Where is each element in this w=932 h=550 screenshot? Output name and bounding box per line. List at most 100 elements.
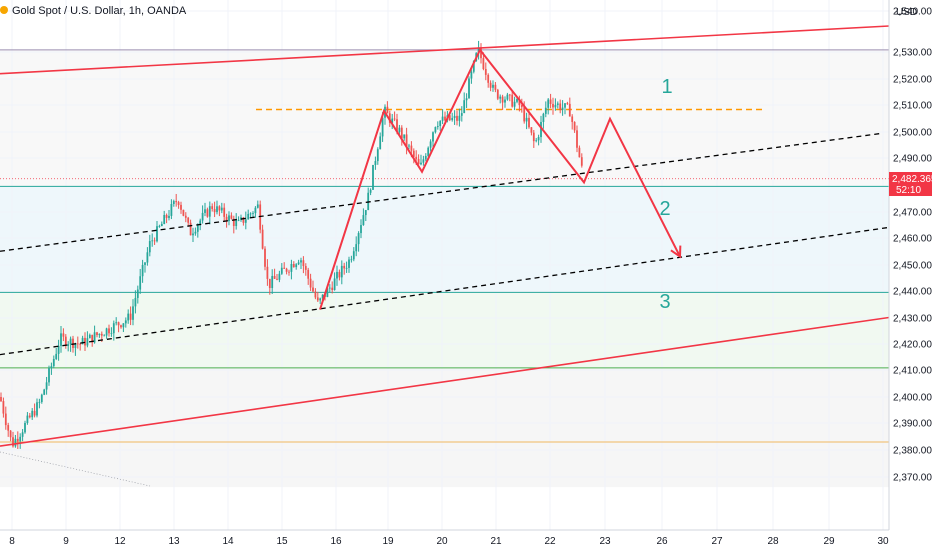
candle-body: [4, 413, 7, 426]
candle-body: [403, 134, 406, 139]
candle-body: [285, 268, 288, 272]
candle-body: [112, 323, 115, 334]
candle-body: [376, 149, 379, 162]
candle-body: [364, 210, 367, 216]
candle-body: [405, 134, 408, 147]
candle-body: [393, 118, 396, 120]
candle-body: [494, 84, 497, 90]
candle-body: [115, 322, 118, 324]
candle-body: [144, 262, 146, 265]
candle-body: [204, 209, 206, 213]
candle-body: [81, 337, 84, 345]
candle-body: [477, 47, 480, 54]
candle-body: [232, 218, 235, 227]
candle-body: [412, 150, 415, 157]
candle-body: [14, 438, 17, 447]
candle-body: [12, 437, 14, 447]
candle-body: [194, 231, 197, 234]
candle-body: [151, 240, 154, 242]
candle-body: [319, 298, 322, 301]
candle-body: [544, 107, 547, 114]
candle-body: [441, 116, 444, 121]
candle-body: [57, 345, 60, 354]
channel-line: [0, 316, 889, 447]
candle-body: [211, 206, 214, 210]
candle-body: [120, 325, 122, 328]
y-tick-label: 2,530.000: [893, 48, 932, 59]
candle-body: [256, 204, 259, 208]
candle-body: [326, 288, 329, 297]
price-axis[interactable]: 2,540.00 2,530.000 2,520.000 2,510.000 2,500…: [893, 7, 932, 484]
candle-body: [163, 214, 166, 224]
price-tag-bg: [889, 172, 932, 196]
candle-body: [496, 89, 499, 99]
candle-body: [244, 219, 247, 223]
candle-body: [177, 202, 180, 205]
candle-body: [487, 74, 490, 83]
candle-body: [38, 401, 41, 403]
candle-body: [175, 201, 178, 203]
candle-body: [134, 297, 137, 307]
candle-body: [170, 204, 173, 216]
candle-body: [148, 241, 151, 253]
candle-body: [357, 233, 360, 245]
candle-body: [196, 225, 199, 232]
time-axis-bg: [0, 530, 932, 550]
candle-body: [146, 252, 149, 263]
candle-body: [100, 333, 103, 336]
time-axis[interactable]: 8 9 12 13 14 15 16 19 20 21 22 23 26 27 28 29 30: [9, 536, 889, 547]
candle-body: [470, 71, 473, 79]
candle-body: [424, 155, 427, 160]
x-tick-label: 13: [168, 536, 180, 547]
candle-body: [568, 103, 571, 117]
x-tick-label: 27: [711, 536, 723, 547]
candle-body: [542, 113, 545, 122]
candle-body: [182, 209, 185, 216]
x-tick-label: 19: [382, 536, 394, 547]
candle-body: [187, 217, 190, 223]
zone-green: [0, 292, 889, 368]
candle-body: [427, 147, 430, 156]
candle-body: [247, 213, 250, 220]
candle-body: [398, 127, 401, 132]
candle-body: [537, 137, 540, 141]
candle-body: [501, 96, 504, 103]
candle-body: [180, 204, 182, 210]
candle-body: [336, 271, 338, 279]
candle-body: [372, 164, 374, 190]
dashed-channel-line: [0, 132, 883, 252]
candle-body: [55, 353, 58, 360]
y-tick-label: 2,420.000: [893, 340, 932, 351]
candle-body: [458, 115, 461, 121]
candle-body: [76, 343, 79, 345]
candle-body: [86, 338, 89, 346]
zone-blue: [0, 186, 889, 293]
candle-body: [508, 94, 511, 96]
candle-body: [45, 382, 48, 390]
candle-body: [453, 115, 456, 118]
candle-body: [576, 130, 578, 148]
candle-body: [434, 127, 437, 133]
candle-body: [88, 334, 91, 339]
candle-body: [345, 267, 348, 269]
candle-body: [184, 215, 187, 218]
candle-body: [408, 145, 410, 147]
candle-body: [67, 344, 70, 346]
chart-title-text: Gold Spot / U.S. Dollar, 1h, OANDA: [12, 5, 187, 17]
candle-body: [439, 120, 442, 127]
candle-body: [506, 94, 509, 100]
candle-body: [2, 401, 5, 414]
wave-labels: 1 2 3: [659, 76, 672, 313]
candle-body: [192, 233, 194, 236]
wave-label-3: 3: [659, 291, 670, 313]
candle-body: [9, 430, 12, 438]
candle-body: [124, 320, 127, 324]
candle-body: [21, 432, 24, 437]
candle-body: [218, 206, 221, 211]
wave-path: [319, 47, 681, 310]
x-tick-label: 29: [823, 536, 835, 547]
x-tick-label: 9: [63, 536, 69, 547]
candle-body: [268, 278, 271, 289]
candle-body: [165, 214, 168, 218]
current-price-tag: 2,482.365 52:10: [889, 172, 932, 196]
